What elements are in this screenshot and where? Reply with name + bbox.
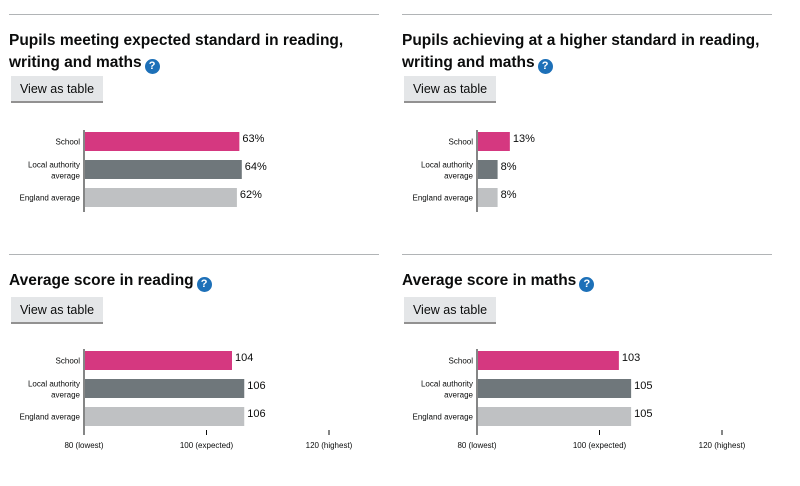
section-divider — [402, 254, 772, 255]
reading-score-chart: School 104 Local authority average 106 Englan… — [20, 349, 353, 450]
help-icon[interactable]: ? — [579, 277, 595, 292]
tick-label: 120 (highest) — [699, 441, 746, 450]
help-icon[interactable]: ? — [144, 59, 160, 74]
value-label: 106 — [247, 380, 265, 392]
view-as-table-button[interactable]: View as table — [404, 76, 496, 103]
category-label: School — [56, 138, 81, 147]
chart-title: Pupils achieving at a higher standard in… — [402, 30, 767, 74]
section-divider — [9, 14, 379, 15]
tick-label: 100 (expected) — [180, 441, 234, 450]
value-label: 105 — [634, 408, 652, 420]
tick-label: 80 (lowest) — [457, 441, 496, 450]
view-as-table-button[interactable]: View as table — [11, 297, 103, 324]
category-label: England average — [413, 194, 474, 203]
category-label: Local authority average — [421, 380, 474, 400]
value-label: 8% — [501, 161, 517, 173]
higher-standard-chart: School 13% Local authority average 8% England… — [413, 130, 535, 212]
value-label: 13% — [513, 133, 535, 145]
bar-school — [478, 351, 619, 370]
bar-england-average — [85, 407, 245, 426]
category-label: Local authority average — [28, 161, 81, 181]
reading-score-panel: Average score in reading? View as table … — [9, 254, 379, 484]
maths-score-chart: School 103 Local authority average 105 Englan… — [413, 349, 746, 450]
chart-title: Average score in maths? — [402, 270, 767, 292]
value-label: 104 — [235, 352, 253, 364]
tick-label: 120 (highest) — [306, 441, 353, 450]
value-label: 8% — [501, 189, 517, 201]
value-label: 64% — [245, 161, 267, 173]
bar-school — [478, 132, 510, 151]
help-icon[interactable]: ? — [537, 59, 553, 74]
category-label: England average — [20, 413, 81, 422]
expected-standard-chart: School 63% Local authority average 64% Englan… — [20, 130, 267, 212]
bar-local-authority-average — [478, 379, 632, 398]
maths-score-panel: Average score in maths? View as table Sc… — [402, 254, 772, 484]
bar-england-average — [478, 188, 498, 207]
chart-title: Average score in reading? — [9, 270, 374, 292]
category-label: School — [56, 357, 81, 366]
tick-label: 100 (expected) — [573, 441, 627, 450]
category-label: School — [449, 138, 474, 147]
category-label: England average — [413, 413, 474, 422]
chart-title: Pupils meeting expected standard in read… — [9, 30, 374, 74]
value-label: 106 — [247, 408, 265, 420]
bar-school — [85, 351, 232, 370]
section-divider — [9, 254, 379, 255]
category-label: England average — [20, 194, 81, 203]
bar-local-authority-average — [85, 160, 242, 179]
chart-title-text: Average score in reading — [9, 272, 194, 289]
help-icon[interactable]: ? — [196, 277, 212, 292]
chart-title-text: Average score in maths — [402, 272, 577, 289]
value-label: 63% — [242, 133, 264, 145]
higher-standard-panel: Pupils achieving at a higher standard in… — [402, 14, 772, 244]
value-label: 103 — [622, 352, 640, 364]
category-label: School — [449, 357, 474, 366]
category-label: Local authority average — [28, 380, 81, 400]
chart-title-text: Pupils meeting expected standard in read… — [9, 32, 344, 71]
value-label: 62% — [240, 189, 262, 201]
bar-local-authority-average — [478, 160, 498, 179]
tick-label: 80 (lowest) — [64, 441, 103, 450]
bar-england-average — [478, 407, 632, 426]
chart-title-text: Pupils achieving at a higher standard in… — [402, 32, 760, 71]
view-as-table-button[interactable]: View as table — [11, 76, 103, 103]
bar-england-average — [85, 188, 237, 207]
view-as-table-button[interactable]: View as table — [404, 297, 496, 324]
expected-standard-panel: Pupils meeting expected standard in read… — [9, 14, 379, 244]
value-label: 105 — [634, 380, 652, 392]
bar-local-authority-average — [85, 379, 245, 398]
bar-school — [85, 132, 240, 151]
category-label: Local authority average — [421, 161, 474, 181]
section-divider — [402, 14, 772, 15]
